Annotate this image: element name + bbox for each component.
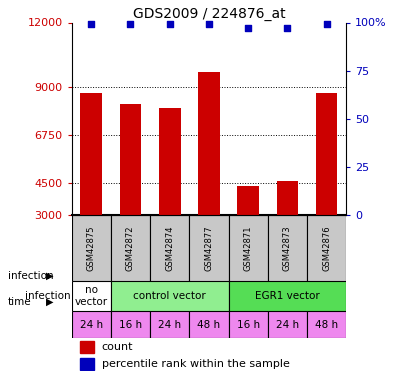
Bar xyxy=(277,181,298,215)
Bar xyxy=(237,186,259,215)
Bar xyxy=(111,281,228,311)
Bar xyxy=(72,311,111,338)
Point xyxy=(284,25,291,31)
Point xyxy=(245,25,252,31)
Text: no
vector: no vector xyxy=(75,285,108,307)
Bar xyxy=(307,215,346,281)
Text: 24 h: 24 h xyxy=(158,320,181,330)
Bar xyxy=(228,215,268,281)
Text: GSM42874: GSM42874 xyxy=(165,225,174,271)
Bar xyxy=(189,215,228,281)
Text: GSM42877: GSM42877 xyxy=(205,225,213,271)
Text: EGR1 vector: EGR1 vector xyxy=(255,291,320,301)
Bar xyxy=(111,215,150,281)
Text: GSM42871: GSM42871 xyxy=(244,225,253,271)
Text: GSM42872: GSM42872 xyxy=(126,225,135,271)
Bar xyxy=(268,311,307,338)
Text: 24 h: 24 h xyxy=(276,320,299,330)
Bar xyxy=(307,311,346,338)
Bar xyxy=(228,281,346,311)
Text: 48 h: 48 h xyxy=(197,320,220,330)
Text: ▶: ▶ xyxy=(46,271,53,280)
Bar xyxy=(111,311,150,338)
Bar xyxy=(80,358,94,370)
Bar xyxy=(150,215,189,281)
Bar xyxy=(228,311,268,338)
Point xyxy=(88,21,94,27)
Bar xyxy=(72,215,111,281)
Text: 48 h: 48 h xyxy=(315,320,338,330)
Bar xyxy=(189,311,228,338)
Point xyxy=(127,21,134,27)
Bar xyxy=(150,311,189,338)
Text: GSM42876: GSM42876 xyxy=(322,225,331,271)
Text: percentile rank within the sample: percentile rank within the sample xyxy=(102,359,290,369)
Bar xyxy=(159,108,181,215)
Title: GDS2009 / 224876_at: GDS2009 / 224876_at xyxy=(133,8,285,21)
Text: 16 h: 16 h xyxy=(237,320,260,330)
Text: GSM42875: GSM42875 xyxy=(87,225,96,271)
Point xyxy=(324,21,330,27)
Text: 16 h: 16 h xyxy=(119,320,142,330)
Text: infection: infection xyxy=(25,291,70,301)
Text: count: count xyxy=(102,342,133,352)
Text: infection: infection xyxy=(8,271,54,280)
Text: time: time xyxy=(8,297,31,307)
Text: 24 h: 24 h xyxy=(80,320,103,330)
Text: ▶: ▶ xyxy=(46,297,53,307)
Bar xyxy=(72,281,111,311)
Bar xyxy=(198,72,220,215)
Point xyxy=(206,21,212,27)
Bar xyxy=(316,93,338,215)
Bar xyxy=(80,93,102,215)
Text: GSM42873: GSM42873 xyxy=(283,225,292,271)
Bar xyxy=(80,342,94,353)
Text: control vector: control vector xyxy=(133,291,206,301)
Bar xyxy=(120,104,141,215)
Point xyxy=(166,21,173,27)
Bar xyxy=(268,215,307,281)
